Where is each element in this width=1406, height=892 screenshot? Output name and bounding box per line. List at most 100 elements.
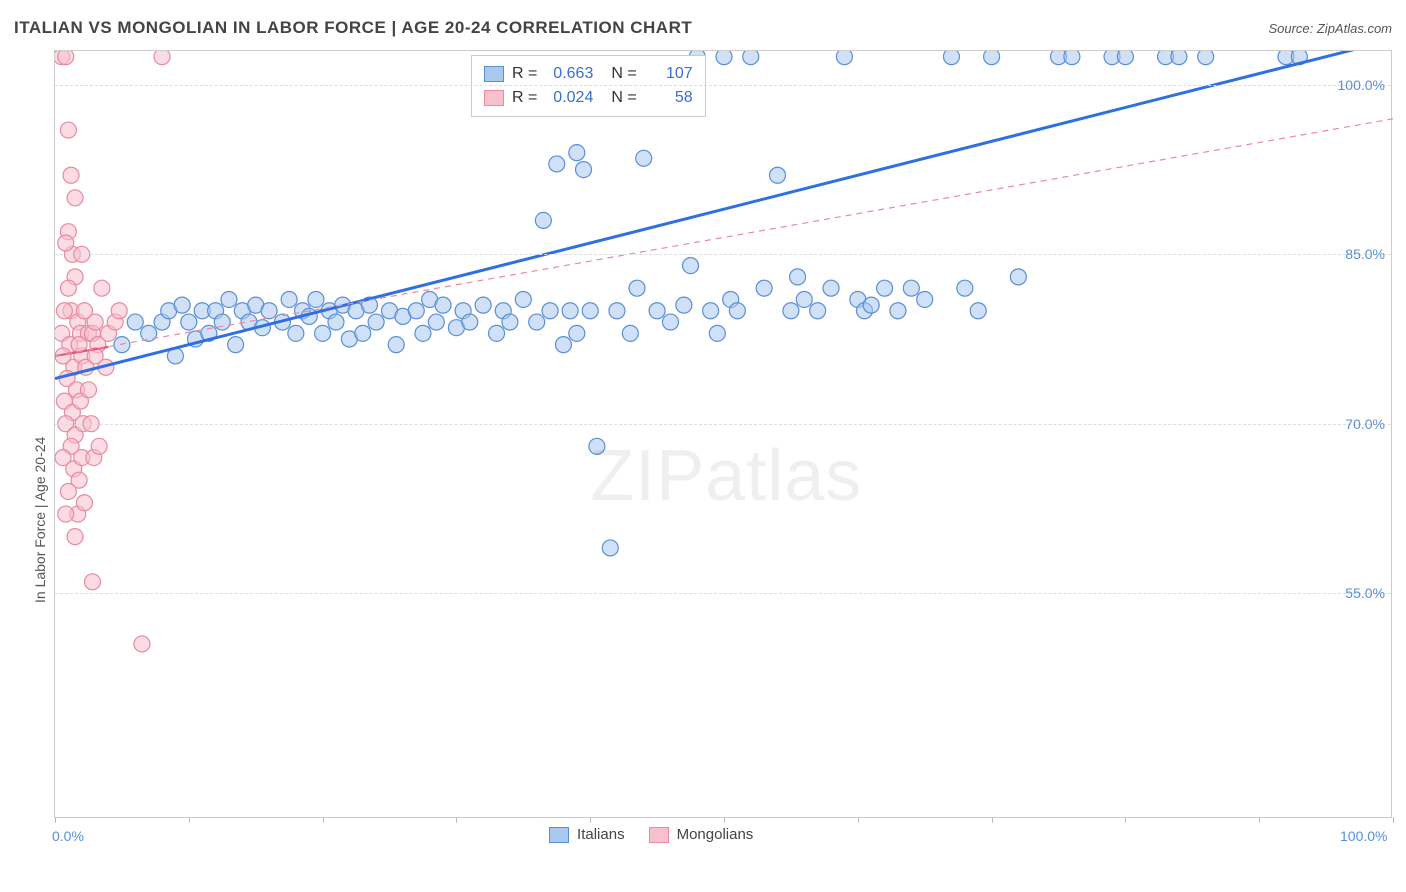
mongolians-point — [91, 438, 107, 454]
mongolians-point — [94, 280, 110, 296]
italians-point — [810, 303, 826, 319]
italians-point — [127, 314, 143, 330]
italians-point — [502, 314, 518, 330]
italians-point — [970, 303, 986, 319]
y-tick-label: 100.0% — [1338, 77, 1385, 93]
italians-point — [903, 280, 919, 296]
italians-point — [609, 303, 625, 319]
gridline-h — [55, 593, 1391, 594]
x-axis-max-label: 100.0% — [1340, 828, 1387, 844]
italians-point — [823, 280, 839, 296]
mongolians-point — [56, 303, 72, 319]
italians-point — [281, 291, 297, 307]
italians-point — [408, 303, 424, 319]
x-tick — [1393, 817, 1394, 823]
italians-point — [1064, 51, 1080, 65]
legend-swatch — [484, 66, 504, 82]
x-tick — [724, 817, 725, 823]
legend-item: Mongolians — [649, 826, 754, 843]
mongolians-point — [80, 382, 96, 398]
n-label: N = — [611, 86, 636, 110]
italians-point — [355, 325, 371, 341]
legend-swatch — [549, 827, 569, 843]
italians-point — [917, 291, 933, 307]
mongolians-point — [60, 122, 76, 138]
r-value: 0.024 — [545, 86, 593, 110]
italians-point — [214, 314, 230, 330]
italians-point — [388, 337, 404, 353]
source-label: Source: ZipAtlas.com — [1268, 21, 1392, 36]
italians-point — [703, 303, 719, 319]
mongolians-trendline — [55, 119, 1393, 356]
italians-point — [261, 303, 277, 319]
mongolians-point — [67, 190, 83, 206]
italians-point — [943, 51, 959, 65]
italians-point — [542, 303, 558, 319]
italians-point — [649, 303, 665, 319]
correlation-stats-box: R =0.663N =107R =0.024N =58 — [471, 55, 706, 117]
italians-point — [602, 540, 618, 556]
x-tick — [1125, 817, 1126, 823]
italians-point — [683, 258, 699, 274]
x-tick — [323, 817, 324, 823]
italians-point — [569, 145, 585, 161]
mongolians-point — [111, 303, 127, 319]
italians-point — [582, 303, 598, 319]
italians-point — [228, 337, 244, 353]
mongolians-point — [60, 483, 76, 499]
italians-point — [475, 297, 491, 313]
italians-point — [288, 325, 304, 341]
n-value: 58 — [645, 86, 693, 110]
x-axis-min-label: 0.0% — [52, 828, 84, 844]
legend-label: Italians — [577, 826, 625, 843]
italians-point — [181, 314, 197, 330]
italians-point — [368, 314, 384, 330]
italians-point — [783, 303, 799, 319]
italians-point — [636, 150, 652, 166]
italians-point — [1010, 269, 1026, 285]
mongolians-point — [58, 235, 74, 251]
r-label: R = — [512, 86, 537, 110]
x-tick — [456, 817, 457, 823]
mongolians-point — [76, 495, 92, 511]
italians-point — [743, 51, 759, 65]
legend-item: Italians — [549, 826, 625, 843]
x-tick — [590, 817, 591, 823]
title-bar: ITALIAN VS MONGOLIAN IN LABOR FORCE | AG… — [14, 18, 1392, 38]
mongolians-point — [58, 506, 74, 522]
italians-point — [629, 280, 645, 296]
y-tick-label: 70.0% — [1345, 416, 1385, 432]
italians-point — [890, 303, 906, 319]
italians-point — [756, 280, 772, 296]
italians-point — [662, 314, 678, 330]
italians-point — [428, 314, 444, 330]
italians-point — [589, 438, 605, 454]
legend-swatch — [649, 827, 669, 843]
n-label: N = — [611, 62, 636, 86]
mongolians-point — [134, 636, 150, 652]
italians-point — [529, 314, 545, 330]
italians-point — [790, 269, 806, 285]
gridline-h — [55, 254, 1391, 255]
mongolians-point — [63, 167, 79, 183]
chart-box: ZIPatlas R =0.663N =107R =0.024N =58 55.… — [54, 50, 1392, 818]
italians-point — [562, 303, 578, 319]
r-label: R = — [512, 62, 537, 86]
y-axis-label: In Labor Force | Age 20-24 — [32, 437, 48, 603]
italians-point — [729, 303, 745, 319]
mongolians-point — [154, 51, 170, 65]
italians-point — [709, 325, 725, 341]
italians-point — [515, 291, 531, 307]
italians-point — [877, 280, 893, 296]
italians-point — [796, 291, 812, 307]
stats-row: R = 0.024 N = 58 — [484, 86, 693, 110]
italians-point — [957, 280, 973, 296]
scatter-plot — [55, 51, 1393, 819]
italians-point — [415, 325, 431, 341]
mongolians-point — [87, 314, 103, 330]
italians-point — [489, 325, 505, 341]
italians-point — [622, 325, 638, 341]
legend-swatch — [484, 90, 504, 106]
italians-point — [569, 325, 585, 341]
italians-point — [1117, 51, 1133, 65]
